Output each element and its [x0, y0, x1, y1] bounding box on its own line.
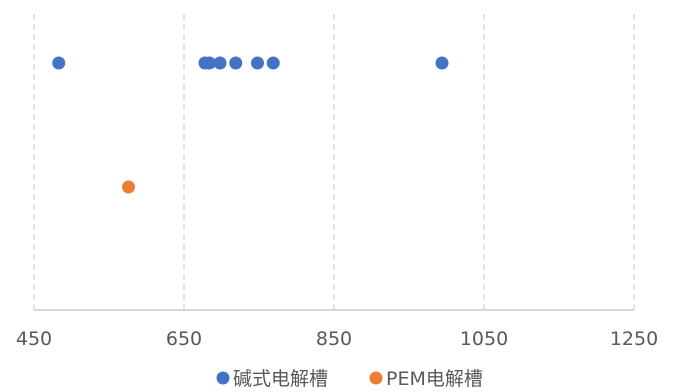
grid-lines [33, 14, 635, 310]
x-tick-label-1250: 1250 [610, 328, 658, 350]
legend-label-0: 碱式电解槽 [233, 368, 328, 390]
x-tick-label-1050: 1050 [460, 328, 508, 350]
point-series0-2 [203, 56, 216, 70]
legend-label-1: PEM电解槽 [386, 368, 483, 390]
point-series0-3 [213, 56, 227, 70]
x-tick-label-650: 650 [166, 328, 202, 350]
x-tick-label-450: 450 [16, 328, 52, 350]
x-tick-labels: 450 650 850 1050 1250 [16, 328, 658, 350]
point-series0-5 [251, 56, 264, 70]
data-points [52, 56, 449, 194]
point-series0-0 [52, 56, 66, 70]
point-series1-0 [122, 180, 135, 194]
legend-marker-0 [216, 371, 230, 385]
x-tick-label-850: 850 [316, 328, 352, 350]
legend: 碱式电解槽 PEM电解槽 [216, 368, 483, 390]
point-series0-4 [229, 56, 243, 70]
point-series0-6 [266, 56, 280, 70]
point-series0-7 [435, 56, 449, 70]
legend-marker-1 [369, 371, 383, 385]
